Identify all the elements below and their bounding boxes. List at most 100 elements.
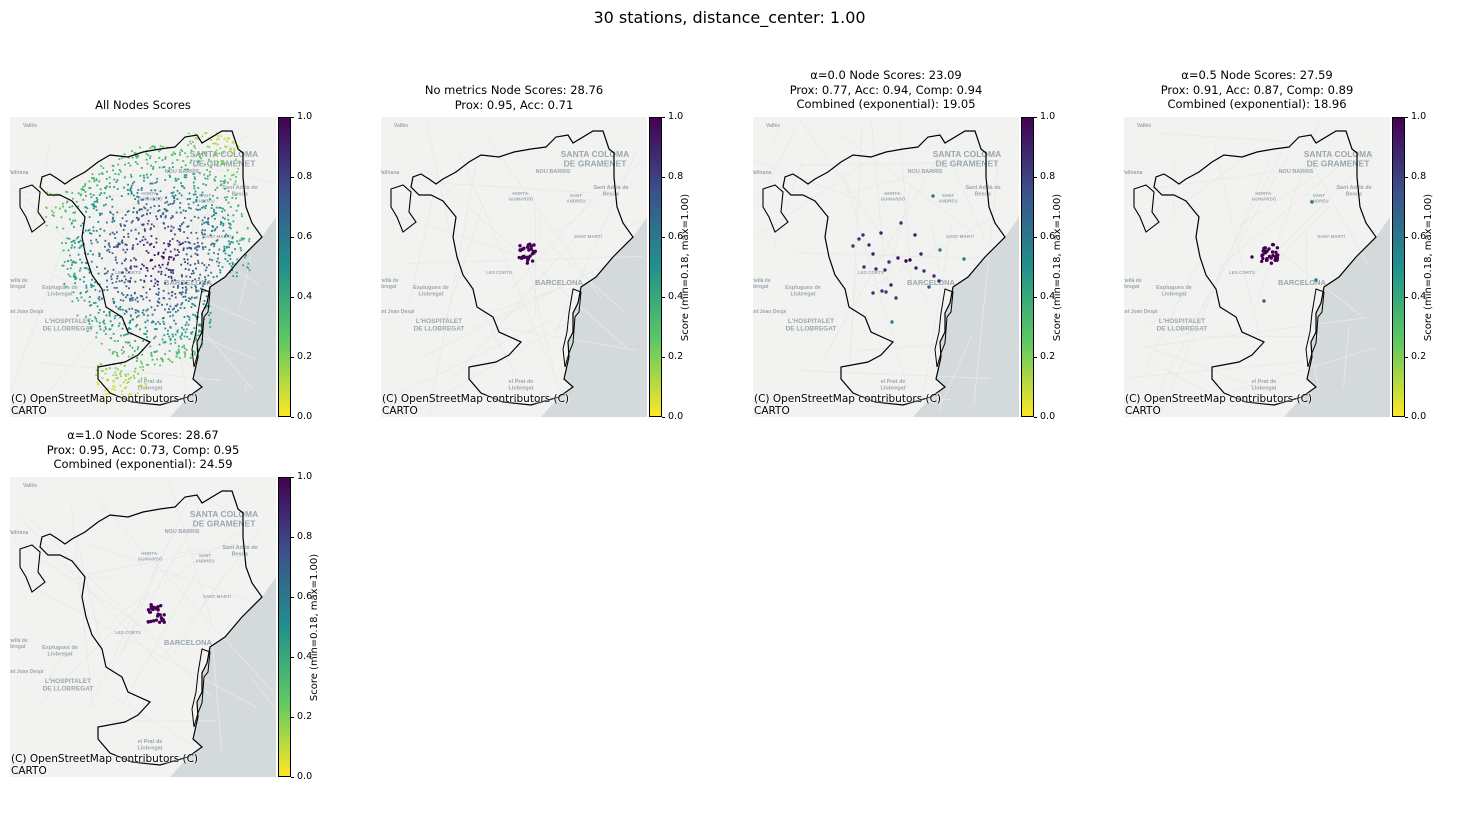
node-marker bbox=[103, 330, 105, 332]
node-marker bbox=[69, 255, 71, 257]
node-marker bbox=[223, 223, 225, 225]
node-marker bbox=[138, 315, 140, 317]
node-marker bbox=[185, 176, 187, 178]
node-marker bbox=[186, 226, 188, 228]
node-marker bbox=[188, 207, 190, 209]
node-marker bbox=[106, 272, 108, 274]
node-marker bbox=[235, 176, 237, 178]
node-marker bbox=[125, 379, 127, 381]
node-marker bbox=[109, 246, 111, 248]
node-marker bbox=[78, 241, 80, 243]
node-marker bbox=[138, 380, 140, 382]
node-marker bbox=[129, 345, 131, 347]
node-marker bbox=[164, 179, 166, 181]
node-marker bbox=[137, 163, 139, 165]
node-marker bbox=[92, 173, 94, 175]
node-marker bbox=[134, 198, 136, 200]
node-marker bbox=[117, 369, 119, 371]
node-marker bbox=[184, 335, 186, 337]
basemap-label-line: SANT MARTÍ bbox=[946, 232, 974, 239]
node-marker bbox=[226, 196, 228, 198]
node-marker bbox=[202, 248, 204, 250]
node-marker bbox=[112, 217, 114, 219]
basemap-label: BARCELONA bbox=[1278, 278, 1326, 287]
node-marker bbox=[120, 385, 122, 387]
station-marker bbox=[159, 613, 162, 616]
node-marker bbox=[171, 295, 173, 297]
node-marker bbox=[204, 300, 206, 302]
node-marker bbox=[181, 276, 183, 278]
basemap-label-line: Esplugues de bbox=[42, 285, 78, 291]
node-marker bbox=[185, 268, 187, 270]
station-marker bbox=[532, 243, 535, 246]
node-marker bbox=[77, 300, 79, 302]
node-marker bbox=[149, 157, 151, 159]
node-marker bbox=[210, 234, 212, 236]
basemap-label: SANT MARTÍ bbox=[203, 592, 231, 599]
node-marker bbox=[193, 327, 195, 329]
node-marker bbox=[189, 276, 191, 278]
node-marker bbox=[142, 312, 144, 314]
node-marker bbox=[95, 336, 97, 338]
node-marker bbox=[154, 189, 156, 191]
node-marker bbox=[56, 226, 58, 228]
node-marker bbox=[132, 248, 134, 250]
basemap-label-line: BARCELONA bbox=[535, 278, 583, 287]
node-marker bbox=[229, 255, 231, 257]
station-marker bbox=[155, 618, 158, 621]
node-marker bbox=[158, 252, 160, 254]
node-marker bbox=[224, 163, 226, 165]
node-marker bbox=[230, 155, 232, 157]
node-marker bbox=[126, 244, 128, 246]
node-marker bbox=[100, 363, 102, 365]
node-marker bbox=[83, 276, 85, 278]
node-marker bbox=[153, 199, 155, 201]
node-marker bbox=[195, 289, 197, 291]
node-marker bbox=[197, 260, 199, 262]
node-marker bbox=[94, 180, 96, 182]
node-marker bbox=[169, 315, 171, 317]
node-marker bbox=[160, 145, 162, 147]
node-marker bbox=[173, 308, 175, 310]
node-marker bbox=[67, 260, 69, 262]
node-marker bbox=[113, 301, 115, 303]
node-marker bbox=[177, 285, 179, 287]
node-marker bbox=[171, 280, 173, 282]
node-marker bbox=[193, 350, 195, 352]
node-marker bbox=[184, 261, 186, 263]
node-marker bbox=[169, 176, 171, 178]
node-marker bbox=[237, 168, 239, 170]
node-marker bbox=[69, 276, 71, 278]
node-marker bbox=[203, 264, 205, 266]
node-marker bbox=[187, 144, 189, 146]
node-marker bbox=[113, 269, 115, 271]
station-marker bbox=[1275, 259, 1278, 262]
node-marker bbox=[122, 300, 124, 302]
node-marker bbox=[99, 253, 101, 255]
node-marker bbox=[167, 226, 169, 228]
node-marker bbox=[232, 275, 234, 277]
node-marker bbox=[46, 225, 48, 227]
basemap-label-line: NOU BARRIS bbox=[1279, 169, 1314, 175]
node-marker bbox=[90, 327, 92, 329]
node-marker bbox=[152, 314, 154, 316]
node-marker bbox=[121, 240, 123, 242]
node-marker bbox=[185, 292, 187, 294]
node-marker bbox=[155, 293, 157, 295]
node-marker bbox=[167, 243, 169, 245]
node-marker bbox=[231, 174, 233, 176]
node-marker bbox=[229, 148, 231, 150]
node-marker bbox=[222, 181, 224, 183]
node-marker bbox=[144, 230, 146, 232]
node-marker bbox=[229, 263, 231, 265]
node-marker bbox=[202, 233, 204, 235]
node-marker bbox=[153, 351, 155, 353]
